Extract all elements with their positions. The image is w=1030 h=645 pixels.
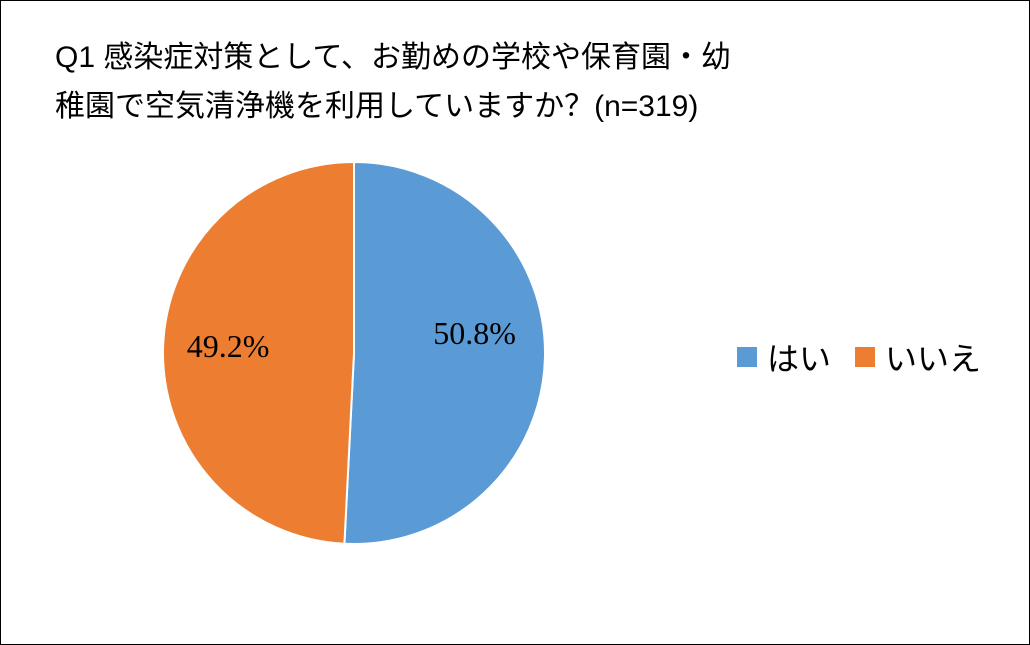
- chart-title: Q1 感染症対策として、お勤めの学校や保育園・幼 稚園で空気清浄機を利用していま…: [55, 33, 855, 131]
- chart-title-text-1: 感染症対策として、お勤めの学校や保育園・幼: [103, 40, 731, 75]
- legend-item-no: いいえ: [855, 334, 981, 380]
- pie-slice-yes: [343, 160, 546, 545]
- legend-swatch-no: [855, 347, 876, 367]
- chart-title-line-2: 稚園で空気清浄機を利用していますか？(n=319): [55, 82, 855, 131]
- legend-swatch-yes: [737, 347, 757, 367]
- pie-slice-no: [162, 160, 355, 545]
- legend-item-yes: はい: [737, 334, 831, 380]
- data-label-yes: 50.8%: [433, 315, 516, 351]
- legend-label-no: いいえ: [885, 340, 982, 378]
- data-label-no: 49.2%: [187, 328, 270, 364]
- chart-title-question-number: Q1: [55, 41, 104, 74]
- legend-label-yes: はい: [767, 340, 832, 378]
- chart-title-sample-size: (n=319): [594, 90, 699, 123]
- chart-legend: はい いいえ: [737, 334, 1005, 380]
- chart-title-text-2: 稚園で空気清浄機を利用していますか？: [55, 89, 595, 124]
- chart-title-line-1: Q1 感染症対策として、お勤めの学校や保育園・幼: [55, 33, 855, 82]
